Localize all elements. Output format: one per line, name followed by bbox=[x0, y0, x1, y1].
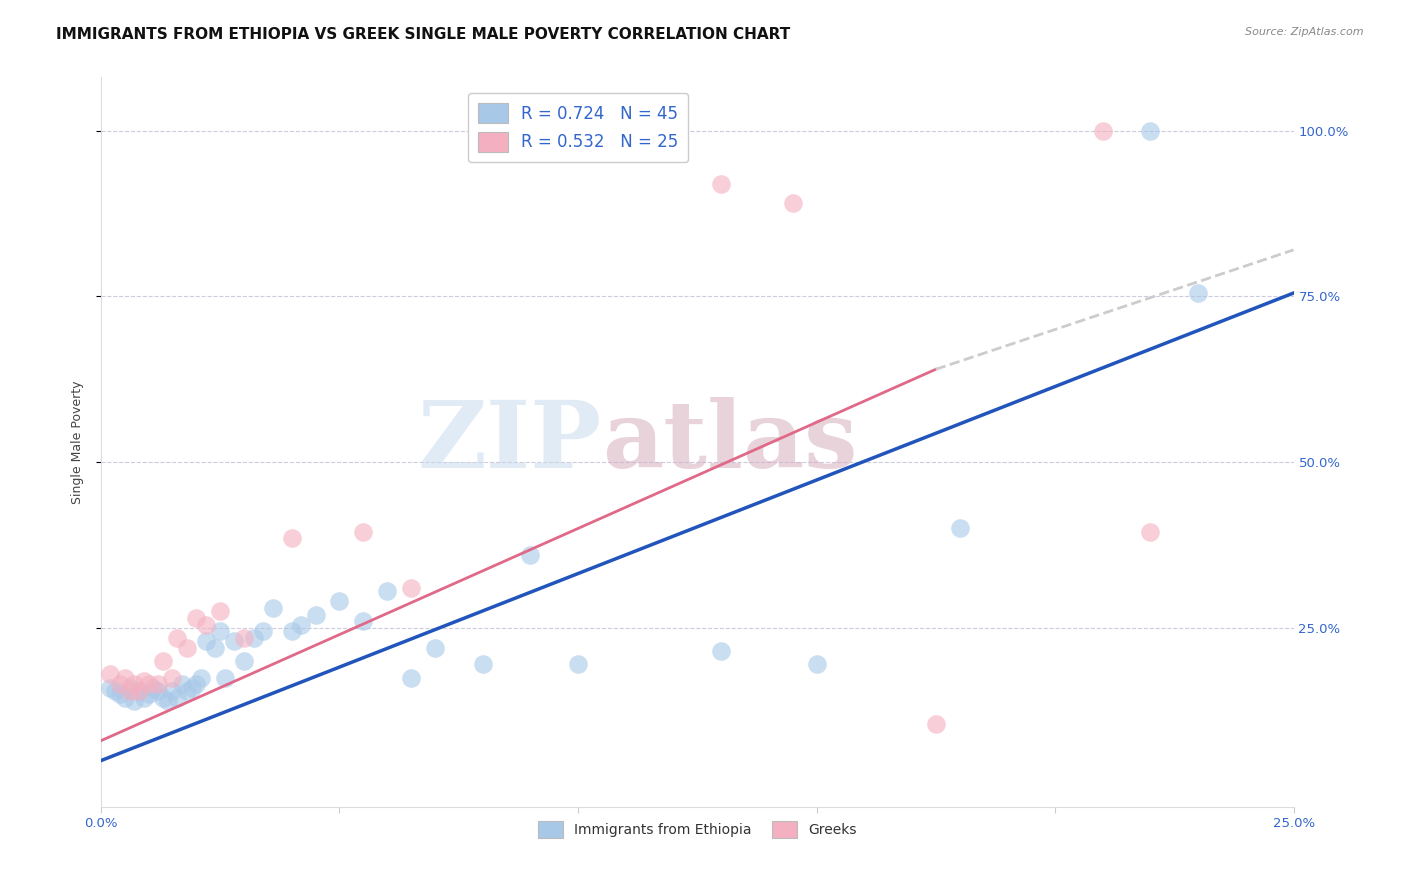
Point bbox=[194, 617, 217, 632]
Point bbox=[209, 624, 232, 639]
Point bbox=[156, 694, 179, 708]
Point bbox=[1139, 524, 1161, 539]
Point bbox=[949, 521, 972, 535]
Point bbox=[567, 657, 589, 672]
Point bbox=[124, 694, 146, 708]
Point bbox=[176, 640, 198, 655]
Point bbox=[108, 687, 131, 701]
Point bbox=[132, 690, 155, 705]
Text: ZIP: ZIP bbox=[418, 397, 602, 487]
Point bbox=[352, 615, 374, 629]
Point bbox=[1139, 123, 1161, 137]
Point bbox=[375, 584, 398, 599]
Point bbox=[146, 684, 169, 698]
Point bbox=[170, 677, 193, 691]
Point bbox=[114, 671, 136, 685]
Point bbox=[304, 607, 326, 622]
Point bbox=[118, 684, 141, 698]
Point bbox=[100, 681, 122, 695]
Point bbox=[925, 717, 948, 731]
Point bbox=[782, 196, 804, 211]
Point bbox=[114, 690, 136, 705]
Point bbox=[138, 677, 160, 691]
Point bbox=[710, 177, 733, 191]
Point bbox=[399, 581, 422, 595]
Point bbox=[162, 671, 184, 685]
Point bbox=[186, 677, 208, 691]
Point bbox=[104, 684, 127, 698]
Point bbox=[224, 634, 246, 648]
Text: atlas: atlas bbox=[602, 397, 858, 487]
Point bbox=[166, 690, 188, 705]
Point bbox=[1091, 123, 1114, 137]
Point bbox=[108, 677, 131, 691]
Point bbox=[194, 634, 217, 648]
Point bbox=[280, 532, 302, 546]
Point bbox=[471, 657, 494, 672]
Point bbox=[262, 601, 284, 615]
Point bbox=[1187, 285, 1209, 300]
Y-axis label: Single Male Poverty: Single Male Poverty bbox=[72, 381, 84, 504]
Point bbox=[138, 687, 160, 701]
Text: IMMIGRANTS FROM ETHIOPIA VS GREEK SINGLE MALE POVERTY CORRELATION CHART: IMMIGRANTS FROM ETHIOPIA VS GREEK SINGLE… bbox=[56, 27, 790, 42]
Point bbox=[328, 594, 350, 608]
Point bbox=[233, 654, 256, 668]
Point bbox=[152, 690, 174, 705]
Point bbox=[209, 604, 232, 618]
Point bbox=[280, 624, 302, 639]
Legend: Immigrants from Ethiopia, Greeks: Immigrants from Ethiopia, Greeks bbox=[531, 816, 862, 844]
Point bbox=[166, 631, 188, 645]
Point bbox=[242, 631, 264, 645]
Point bbox=[146, 677, 169, 691]
Point bbox=[132, 673, 155, 688]
Point bbox=[519, 548, 541, 562]
Point bbox=[100, 667, 122, 681]
Point bbox=[186, 611, 208, 625]
Point bbox=[142, 681, 165, 695]
Text: Source: ZipAtlas.com: Source: ZipAtlas.com bbox=[1246, 27, 1364, 37]
Point bbox=[710, 644, 733, 658]
Point bbox=[162, 684, 184, 698]
Point bbox=[352, 524, 374, 539]
Point bbox=[252, 624, 274, 639]
Point bbox=[152, 654, 174, 668]
Point bbox=[124, 677, 146, 691]
Point bbox=[214, 671, 236, 685]
Point bbox=[180, 681, 202, 695]
Point bbox=[128, 684, 150, 698]
Point bbox=[204, 640, 226, 655]
Point bbox=[118, 681, 141, 695]
Point bbox=[290, 617, 312, 632]
Point bbox=[176, 684, 198, 698]
Point bbox=[190, 671, 212, 685]
Point bbox=[806, 657, 828, 672]
Point bbox=[423, 640, 446, 655]
Point bbox=[128, 684, 150, 698]
Point bbox=[233, 631, 256, 645]
Point bbox=[399, 671, 422, 685]
